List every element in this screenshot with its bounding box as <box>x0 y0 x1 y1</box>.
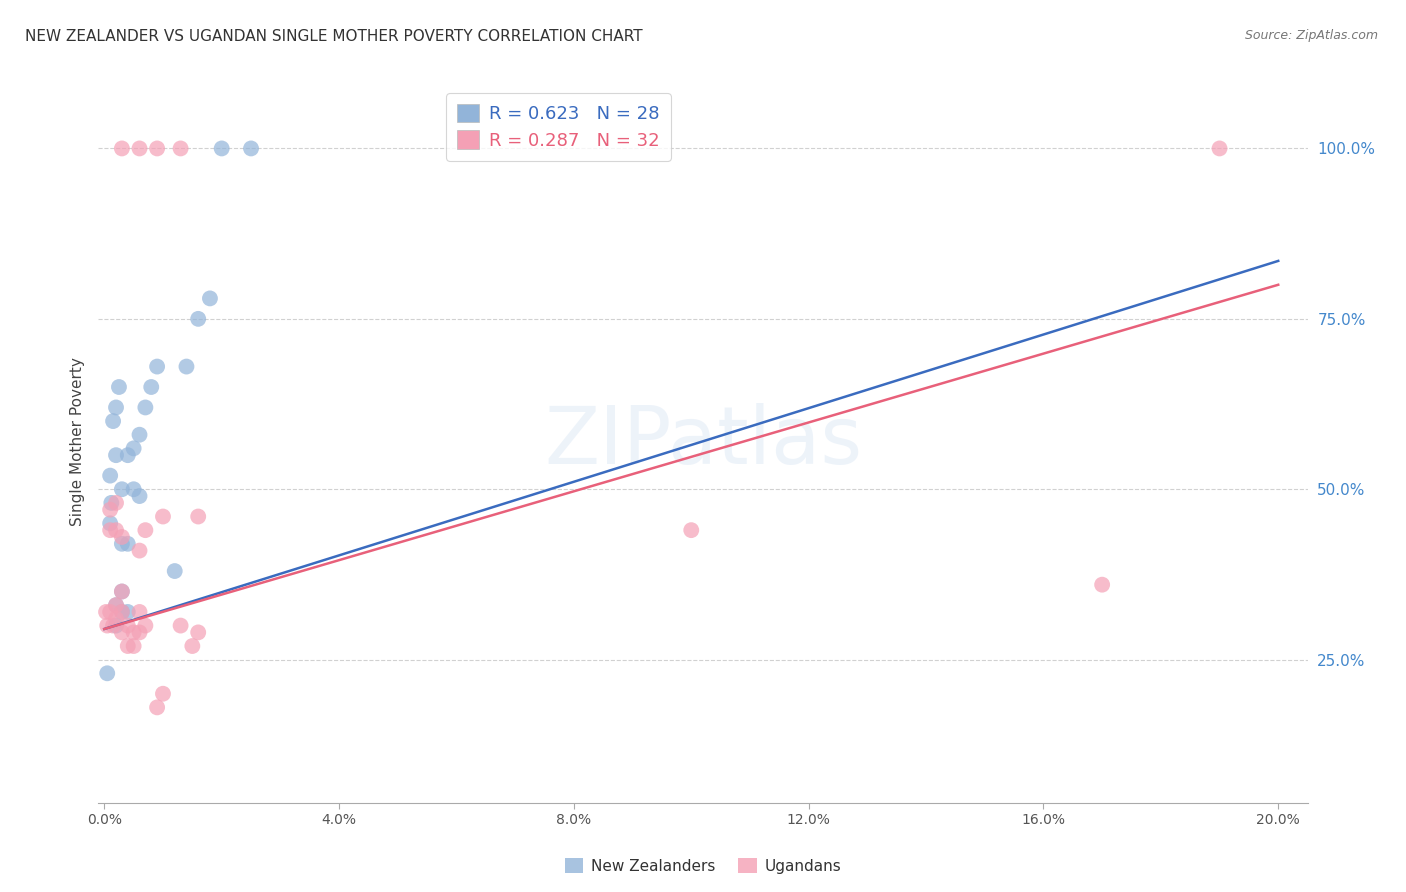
Point <box>176 359 198 374</box>
Point <box>141 380 163 394</box>
Point <box>111 537 134 551</box>
Text: ZIPatlas: ZIPatlas <box>544 402 862 481</box>
Point <box>98 523 121 537</box>
Point <box>122 482 145 496</box>
Point <box>98 605 121 619</box>
Point <box>122 442 145 456</box>
Point <box>211 141 233 155</box>
Point <box>105 496 128 510</box>
Point <box>152 687 174 701</box>
Point <box>187 311 209 326</box>
Point <box>146 359 169 374</box>
Point <box>163 564 186 578</box>
Point <box>111 584 134 599</box>
Point <box>105 598 128 612</box>
Point <box>134 401 156 415</box>
Point <box>1091 577 1114 591</box>
Legend: New Zealanders, Ugandans: New Zealanders, Ugandans <box>560 852 846 880</box>
Point <box>146 700 169 714</box>
Point <box>105 612 128 626</box>
Point <box>111 584 134 599</box>
Point <box>101 414 124 428</box>
Point <box>152 509 174 524</box>
Y-axis label: Single Mother Poverty: Single Mother Poverty <box>69 357 84 526</box>
Text: NEW ZEALANDER VS UGANDAN SINGLE MOTHER POVERTY CORRELATION CHART: NEW ZEALANDER VS UGANDAN SINGLE MOTHER P… <box>25 29 643 45</box>
Point <box>128 427 150 442</box>
Point <box>169 141 191 155</box>
Point <box>128 141 150 155</box>
Point <box>105 598 128 612</box>
Point <box>98 516 121 531</box>
Point <box>1208 141 1230 155</box>
Point <box>96 666 118 681</box>
Point <box>122 639 145 653</box>
Point <box>117 618 139 632</box>
Point <box>100 496 122 510</box>
Point <box>117 639 139 653</box>
Text: Source: ZipAtlas.com: Source: ZipAtlas.com <box>1244 29 1378 43</box>
Point <box>187 625 209 640</box>
Point <box>108 380 131 394</box>
Point <box>96 618 118 632</box>
Point <box>117 605 139 619</box>
Legend: R = 0.623   N = 28, R = 0.287   N = 32: R = 0.623 N = 28, R = 0.287 N = 32 <box>446 93 671 161</box>
Point <box>681 523 703 537</box>
Point <box>117 448 139 462</box>
Point <box>128 489 150 503</box>
Point <box>134 523 156 537</box>
Point <box>105 618 128 632</box>
Point <box>94 605 117 619</box>
Point <box>111 605 134 619</box>
Point <box>111 141 134 155</box>
Point <box>128 543 150 558</box>
Point <box>98 468 121 483</box>
Point <box>187 509 209 524</box>
Point <box>122 625 145 640</box>
Point <box>128 625 150 640</box>
Point <box>111 482 134 496</box>
Point <box>146 141 169 155</box>
Point <box>105 401 128 415</box>
Point <box>111 605 134 619</box>
Point <box>111 530 134 544</box>
Point <box>101 618 124 632</box>
Point <box>169 618 191 632</box>
Point <box>198 292 221 306</box>
Point <box>181 639 204 653</box>
Point <box>117 537 139 551</box>
Point <box>105 523 128 537</box>
Point <box>111 625 134 640</box>
Point <box>128 605 150 619</box>
Point <box>105 448 128 462</box>
Point <box>240 141 263 155</box>
Point <box>98 502 121 516</box>
Point <box>134 618 156 632</box>
